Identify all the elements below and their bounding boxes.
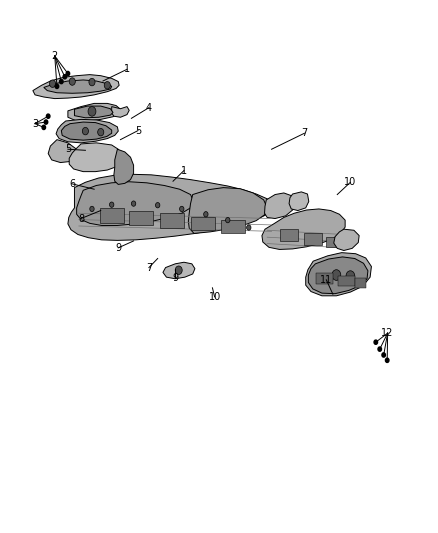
Text: 5: 5 (65, 144, 71, 154)
Polygon shape (262, 209, 345, 249)
Polygon shape (68, 174, 274, 240)
Polygon shape (188, 188, 267, 233)
Circle shape (374, 340, 378, 344)
Circle shape (346, 271, 355, 281)
Bar (355, 278, 366, 288)
Bar (304, 233, 322, 245)
Text: 6: 6 (69, 179, 75, 189)
Text: 3: 3 (32, 119, 38, 128)
Circle shape (110, 202, 114, 207)
Circle shape (49, 80, 56, 87)
Circle shape (89, 78, 95, 86)
Polygon shape (69, 143, 123, 172)
Circle shape (44, 120, 48, 124)
Polygon shape (114, 149, 134, 184)
Text: 12: 12 (381, 328, 394, 338)
Text: 2: 2 (52, 51, 58, 61)
Polygon shape (44, 80, 112, 93)
Bar (280, 229, 298, 241)
Bar (191, 217, 215, 230)
Circle shape (204, 212, 208, 217)
Circle shape (42, 125, 46, 130)
Circle shape (382, 353, 385, 357)
Polygon shape (61, 122, 112, 140)
Text: 1: 1 (181, 166, 187, 175)
Text: 10: 10 (344, 177, 357, 187)
Polygon shape (68, 103, 120, 121)
Bar (129, 211, 153, 225)
Text: 11: 11 (320, 275, 332, 285)
Circle shape (155, 203, 160, 208)
Circle shape (104, 82, 110, 89)
Text: 9: 9 (115, 243, 121, 253)
Text: 1: 1 (124, 64, 130, 74)
Circle shape (226, 217, 230, 223)
Circle shape (378, 347, 381, 351)
Polygon shape (33, 75, 119, 99)
Polygon shape (334, 229, 359, 251)
Polygon shape (56, 119, 118, 143)
Text: 4: 4 (146, 103, 152, 112)
Circle shape (131, 201, 136, 206)
Circle shape (69, 78, 75, 85)
Bar (100, 208, 124, 223)
Polygon shape (74, 106, 113, 118)
Text: 10: 10 (208, 292, 221, 302)
Text: 9: 9 (172, 273, 178, 283)
Circle shape (98, 128, 104, 136)
Text: 7: 7 (146, 263, 152, 272)
Polygon shape (163, 262, 195, 279)
Polygon shape (77, 182, 194, 225)
Circle shape (90, 206, 94, 212)
Polygon shape (265, 193, 294, 219)
Circle shape (88, 107, 96, 116)
Text: 5: 5 (135, 126, 141, 135)
Circle shape (180, 206, 184, 212)
Text: 8: 8 (78, 214, 84, 223)
Bar (316, 273, 333, 284)
Polygon shape (306, 253, 371, 296)
Bar (338, 276, 355, 286)
Polygon shape (289, 192, 309, 211)
Circle shape (55, 84, 59, 88)
Circle shape (175, 266, 182, 274)
Circle shape (385, 358, 389, 362)
Circle shape (332, 270, 341, 280)
Circle shape (63, 75, 67, 79)
Circle shape (46, 114, 50, 118)
Circle shape (247, 225, 251, 230)
Polygon shape (308, 257, 368, 294)
Circle shape (60, 79, 63, 84)
Bar (326, 237, 342, 247)
Text: 7: 7 (301, 128, 307, 138)
Circle shape (66, 71, 70, 76)
Polygon shape (112, 107, 129, 117)
Polygon shape (48, 140, 77, 163)
Bar (221, 220, 245, 233)
Circle shape (82, 127, 88, 135)
Bar (160, 213, 184, 228)
